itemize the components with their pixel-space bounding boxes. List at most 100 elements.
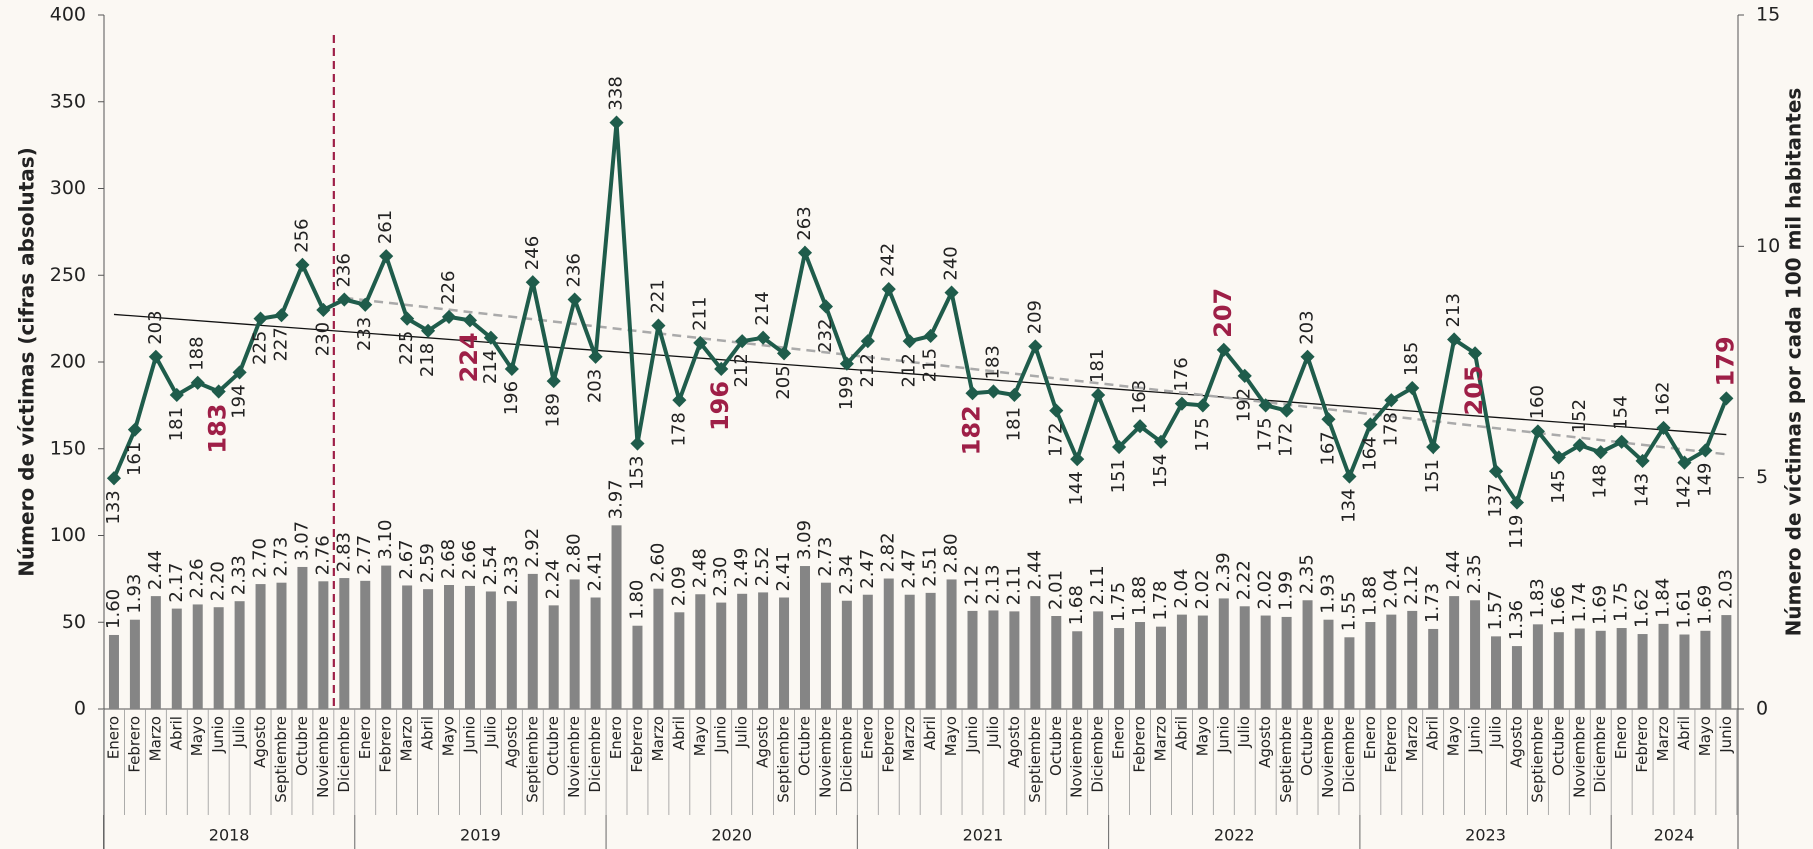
line-label: 203 — [145, 310, 166, 344]
line-label: 209 — [1024, 300, 1045, 334]
bar — [925, 592, 936, 709]
bar-label: 1.55 — [1338, 591, 1359, 631]
bar-label: 1.75 — [1611, 582, 1632, 622]
bar-label: 3.07 — [291, 521, 312, 561]
line-label: 212 — [899, 353, 920, 387]
bar-label: 2.35 — [1464, 554, 1485, 594]
bar-label: 1.61 — [1673, 588, 1694, 628]
bar-label: 1.69 — [1590, 585, 1611, 625]
bar-label: 2.82 — [878, 532, 899, 572]
bar — [716, 602, 727, 709]
line-label: 143 — [1632, 473, 1653, 507]
year-label: 2020 — [711, 826, 752, 845]
bar — [1323, 619, 1334, 709]
marker — [379, 249, 394, 264]
marker — [1279, 403, 1294, 418]
bar-label: 1.75 — [1108, 582, 1129, 622]
line-label: 175 — [1255, 417, 1276, 451]
line-label: 154 — [1611, 395, 1632, 429]
bar — [527, 573, 538, 709]
x-tick-label: Septiembre — [1528, 716, 1546, 803]
x-tick-label: Marzo — [1403, 716, 1421, 761]
marker — [1321, 412, 1336, 427]
y-tick-label: 250 — [50, 264, 86, 286]
marker — [400, 311, 415, 326]
y-tick-label: 200 — [50, 351, 86, 373]
x-tick-label: Marzo — [900, 716, 918, 761]
x-tick-label: Junio — [1717, 716, 1735, 754]
bar-label: 2.04 — [1380, 569, 1401, 609]
line-label: 203 — [1297, 310, 1318, 344]
y-tick-label: 50 — [62, 611, 86, 633]
bar-label: 2.76 — [312, 535, 333, 575]
marker — [1174, 396, 1189, 411]
line-label: 207 — [1209, 288, 1237, 338]
line-label: 240 — [941, 246, 962, 280]
x-tick-label: Octubre — [1047, 716, 1065, 776]
x-tick-label: Diciembre — [335, 716, 353, 793]
y-tick-label: 300 — [50, 177, 86, 199]
marker — [1698, 443, 1713, 458]
line-label: 178 — [1380, 412, 1401, 446]
bar-label: 2.39 — [1213, 552, 1234, 592]
marker — [1635, 453, 1650, 468]
bar — [967, 610, 978, 709]
marker — [714, 361, 729, 377]
bar — [590, 597, 601, 709]
bar — [1009, 611, 1020, 709]
y2-tick-label: 10 — [1756, 235, 1780, 257]
bar-label: 1.74 — [1569, 582, 1590, 622]
line-label: 246 — [522, 236, 543, 270]
line-label: 212 — [857, 353, 878, 387]
x-tick-label: Mayo — [1445, 716, 1463, 756]
line-label: 161 — [124, 442, 145, 476]
x-tick-label: Diciembre — [1340, 716, 1358, 793]
x-tick-label: Enero — [858, 716, 876, 759]
y-tick-label: 400 — [50, 4, 86, 26]
marker — [1509, 495, 1525, 510]
bar — [1260, 615, 1271, 709]
x-tick-label: Octubre — [1549, 716, 1567, 776]
bar — [653, 588, 664, 709]
bar-label: 2.44 — [145, 550, 166, 590]
marker — [1426, 439, 1441, 455]
marker — [1447, 332, 1462, 347]
marker — [1237, 368, 1252, 383]
bar-label: 2.11 — [1087, 565, 1108, 605]
x-tick-label: Julio — [230, 716, 248, 748]
x-tick-label: Octubre — [795, 716, 813, 776]
trend-line-dashed — [344, 296, 1727, 456]
line-label: 232 — [815, 318, 836, 352]
bar-label: 2.73 — [815, 537, 836, 577]
x-tick-label: Septiembre — [523, 716, 541, 803]
bar-label: 2.24 — [543, 559, 564, 599]
bar — [611, 525, 622, 709]
bar-label: 2.92 — [522, 528, 543, 568]
bar — [988, 610, 999, 709]
bar-label: 1.88 — [1129, 576, 1150, 616]
marker — [1614, 434, 1629, 449]
x-tick-label: Febrero — [879, 716, 897, 773]
marker — [588, 349, 603, 364]
marker — [148, 349, 163, 364]
line-label: 227 — [270, 327, 291, 361]
marker — [1132, 419, 1148, 434]
marker — [1677, 455, 1692, 470]
bar — [1093, 611, 1104, 709]
bar-label: 2.48 — [689, 548, 710, 588]
bar — [402, 585, 413, 709]
bar-label: 1.78 — [1150, 581, 1171, 621]
line-label: 148 — [1590, 464, 1611, 498]
marker — [190, 375, 205, 390]
line-label: 225 — [396, 331, 417, 365]
bar — [213, 607, 224, 709]
line-label: 214 — [480, 350, 501, 384]
x-tick-label: Abril — [1424, 716, 1442, 750]
marker — [546, 374, 561, 389]
line-label: 218 — [417, 343, 438, 377]
bar — [255, 584, 266, 709]
x-tick-label: Enero — [607, 716, 625, 759]
bar — [1030, 596, 1041, 709]
line-label: 189 — [543, 393, 564, 427]
